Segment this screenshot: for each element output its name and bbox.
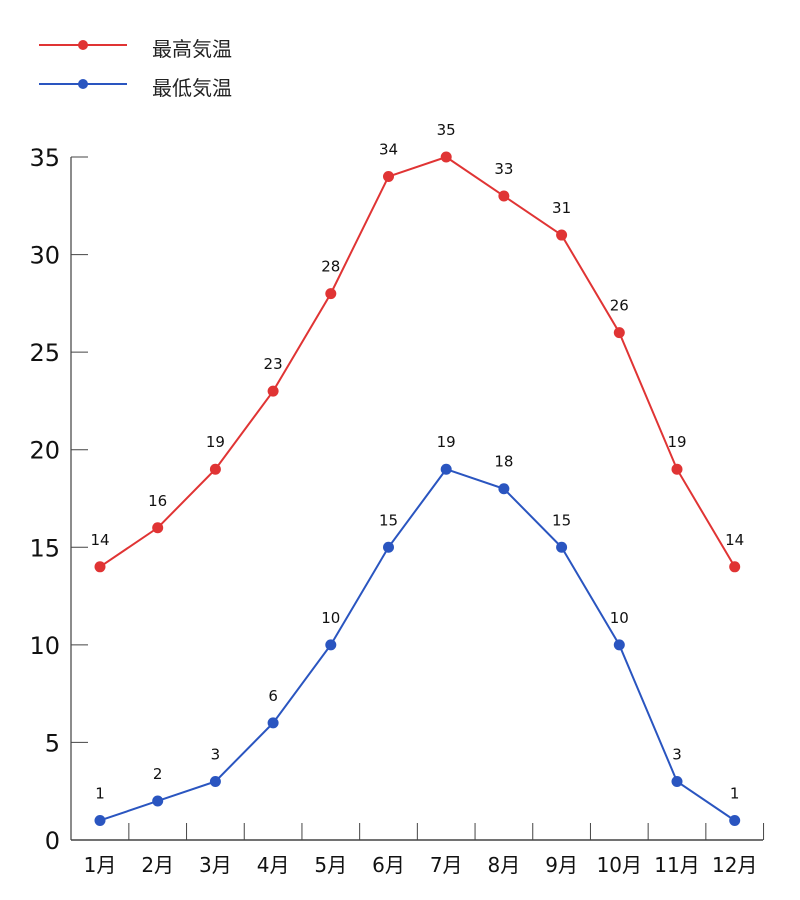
data-point [383, 171, 394, 183]
data-point [498, 483, 510, 495]
data-point [498, 190, 510, 202]
x-tick-label: 1月 [84, 853, 117, 877]
data-label: 18 [494, 453, 513, 471]
y-tick-label: 5 [45, 729, 60, 757]
x-tick-label: 6月 [372, 853, 405, 877]
data-point [209, 463, 221, 475]
x-tick-label: 9月 [545, 853, 578, 877]
data-label: 14 [725, 531, 744, 549]
x-tick-label: 5月 [314, 853, 347, 877]
data-label: 15 [552, 511, 571, 529]
data-point [94, 814, 106, 826]
x-tick-label: 3月 [199, 853, 232, 877]
data-point [325, 288, 337, 300]
data-point [152, 522, 164, 534]
data-label: 34 [379, 141, 398, 159]
data-point [671, 463, 683, 475]
data-point [267, 385, 279, 397]
x-tick-label: 7月 [430, 853, 463, 877]
series-line [99, 155, 736, 568]
data-point [613, 327, 625, 339]
data-point [152, 795, 164, 807]
data-point [94, 561, 106, 573]
data-label: 19 [206, 433, 225, 451]
data-label: 35 [437, 121, 456, 139]
data-label: 23 [264, 355, 283, 373]
data-point [613, 639, 625, 651]
y-tick-label: 35 [29, 144, 60, 172]
data-label: 1 [95, 784, 105, 802]
data-point [383, 541, 394, 553]
data-label: 10 [321, 609, 340, 627]
legend-marker [78, 79, 88, 89]
data-point [729, 814, 741, 826]
x-tick-label: 12月 [712, 853, 757, 877]
data-label: 19 [667, 433, 686, 451]
legend-label-min: 最低気温 [152, 76, 232, 100]
data-point [440, 463, 452, 475]
data-label: 3 [211, 745, 221, 763]
x-tick-label: 2月 [141, 853, 174, 877]
data-label: 26 [610, 297, 629, 315]
y-tick-label: 25 [29, 339, 60, 367]
data-label: 1 [730, 784, 740, 802]
data-label: 31 [552, 199, 571, 217]
data-label: 33 [494, 160, 513, 178]
series-line [99, 468, 736, 822]
x-tick-label: 10月 [597, 853, 642, 877]
y-tick-label: 0 [45, 827, 60, 855]
data-label: 14 [90, 531, 109, 549]
y-tick-label: 20 [29, 437, 60, 465]
data-label: 15 [379, 511, 398, 529]
data-label: 16 [148, 492, 167, 510]
data-point [729, 561, 741, 573]
x-tick-label: 8月 [488, 853, 521, 877]
legend-marker [78, 40, 88, 50]
data-point [556, 541, 568, 553]
data-label: 10 [610, 609, 629, 627]
data-point [209, 775, 221, 787]
y-tick-label: 30 [29, 242, 60, 270]
data-label: 19 [437, 433, 456, 451]
data-label: 28 [321, 258, 340, 276]
x-tick-label: 11月 [654, 853, 699, 877]
y-tick-label: 10 [29, 632, 60, 660]
legend-label-max: 最高気温 [152, 37, 232, 61]
data-label: 2 [153, 765, 163, 783]
x-tick-label: 4月 [257, 853, 290, 877]
data-point [325, 639, 337, 651]
data-point [267, 717, 279, 729]
data-point [671, 775, 683, 787]
data-label: 3 [672, 745, 682, 763]
data-point [440, 151, 452, 163]
data-point [556, 229, 568, 241]
data-label: 6 [268, 687, 278, 705]
y-tick-label: 15 [29, 534, 60, 562]
